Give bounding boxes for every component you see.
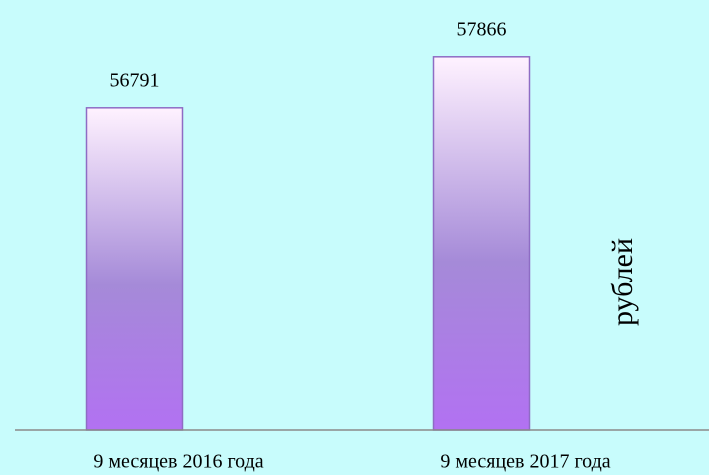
bar [432, 56, 531, 431]
data-label: 57866 [457, 18, 507, 40]
y-axis-label: рублей [606, 238, 639, 326]
bar [85, 107, 184, 431]
data-label: 56791 [110, 69, 160, 91]
x-tick-label: 9 месяцев 2016 года [93, 451, 263, 473]
x-tick-label: 9 месяцев 2017 года [440, 451, 610, 473]
